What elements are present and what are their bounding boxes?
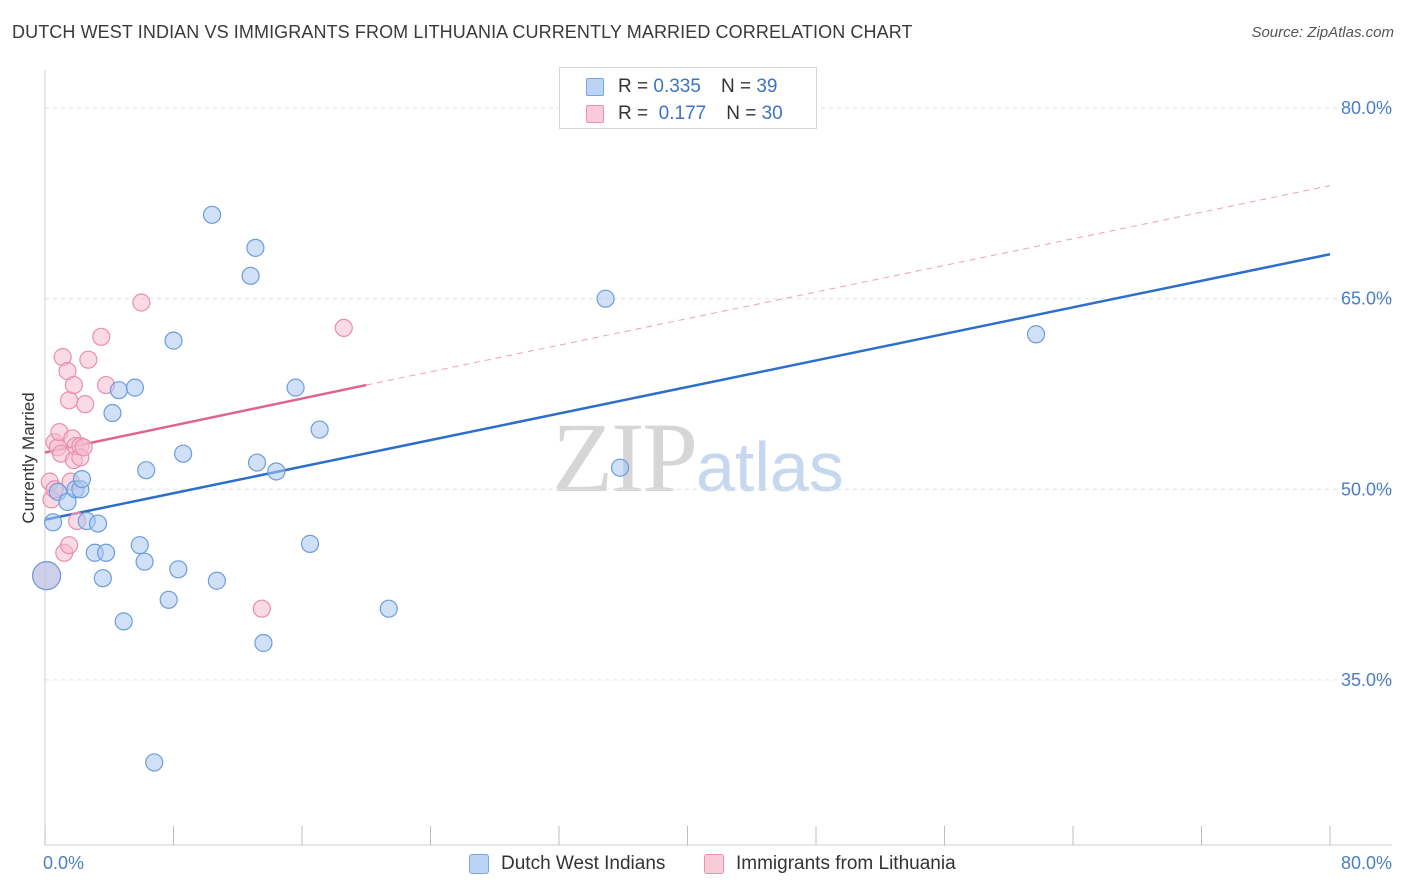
chart-title: DUTCH WEST INDIAN VS IMMIGRANTS FROM LIT…: [12, 22, 913, 42]
point-lithuania: [76, 395, 95, 414]
point-dutch-west-indians: [596, 289, 615, 308]
y-tick-label: 35.0%: [1341, 670, 1392, 690]
legend-n-label: N =: [720, 76, 752, 97]
legend-swatch-pink: [586, 105, 604, 123]
point-dutch-west-indians: [174, 444, 193, 463]
point-dutch-west-indians: [159, 590, 178, 609]
grid-lines: [45, 107, 1392, 681]
watermark-zip: ZIP: [552, 402, 698, 513]
point-dutch-west-indians: [72, 469, 92, 489]
y-axis-label: Currently Married: [19, 392, 38, 523]
point-dutch-west-indians: [103, 403, 122, 423]
legend-swatch-blue: [586, 78, 604, 96]
point-dutch-west-indians: [93, 569, 112, 588]
points-dutch-west-indians: [32, 205, 1046, 772]
point-lithuania: [132, 293, 151, 312]
point-dutch-west-indians: [125, 378, 145, 397]
watermark-atlas: atlas: [696, 428, 844, 506]
point-lithuania: [79, 350, 98, 369]
legend-n-value: 30: [761, 103, 783, 124]
point-dutch-west-indians: [164, 331, 183, 350]
points-lithuania: [32, 293, 353, 618]
y-tick-label: 50.0%: [1341, 479, 1392, 499]
bottom-legend-swatch-blue: [469, 854, 489, 874]
y-tick-label: 65.0%: [1341, 289, 1392, 309]
point-dutch-west-indians: [43, 513, 63, 532]
legend-n-label: N =: [726, 103, 757, 124]
point-lithuania: [74, 438, 93, 457]
legend-r-label: R =: [618, 103, 649, 124]
bottom-legend-lithuania: Immigrants from Lithuania: [704, 851, 956, 877]
point-dutch-west-indians: [379, 599, 398, 618]
point-dutch-west-indians: [96, 543, 116, 562]
point-dutch-west-indians: [169, 560, 188, 579]
point-dutch-west-indians: [254, 633, 273, 653]
point-dutch-west-indians: [267, 462, 286, 481]
legend-r-value: 0.335: [653, 76, 701, 97]
legend-row-lithuania: R = 0.177 N = 30: [586, 102, 783, 126]
bottom-legend-dutch-west-indians: Dutch West Indians: [469, 851, 665, 877]
point-lithuania: [59, 391, 79, 410]
point-dutch-west-indians: [310, 420, 329, 439]
point-lithuania: [334, 318, 353, 338]
trend-lines: [44, 185, 1331, 521]
trend-line-dutch-west-indians: [44, 252, 1331, 521]
point-dutch-west-indians: [114, 612, 133, 631]
axes: [44, 70, 1392, 846]
point-dutch-west-indians: [88, 514, 108, 533]
point-dutch-west-indians: [300, 534, 320, 553]
point-dutch-west-indians: [610, 458, 630, 477]
bottom-legend-label: Dutch West Indians: [501, 853, 666, 874]
point-lithuania: [92, 327, 111, 346]
source-label: Source: ZipAtlas.com: [1251, 24, 1394, 41]
bottom-legend-label: Immigrants from Lithuania: [736, 853, 956, 874]
y-tick-label: 80.0%: [1341, 98, 1392, 118]
legend-n-value: 39: [756, 76, 778, 97]
tick-labels: 35.0% 50.0% 65.0% 80.0% 0.0% 80.0%: [43, 98, 1392, 873]
point-dutch-west-indians: [246, 238, 265, 257]
point-dutch-west-indians: [247, 453, 267, 472]
point-lithuania: [64, 375, 84, 395]
point-dutch-west-indians: [1026, 325, 1046, 344]
legend-r-value: 0.177: [658, 103, 707, 124]
point-dutch-west-indians: [130, 536, 149, 555]
bottom-legend-swatch-pink: [704, 854, 724, 874]
x-tick-label: 80.0%: [1341, 853, 1392, 873]
point-dutch-west-indians: [286, 378, 305, 397]
stats-legend: R = 0.335 N = 39 R = 0.177 N = 30: [559, 67, 817, 129]
point-dutch-west-indians: [109, 381, 128, 400]
point-lithuania: [59, 536, 79, 555]
legend-r-label: R =: [618, 76, 649, 97]
zipatlas-watermark: ZIPatlas: [552, 400, 844, 515]
point-dutch-west-indians: [32, 561, 62, 591]
trend-line-lithuania: [44, 383, 367, 454]
x-tick-label: 0.0%: [43, 853, 84, 873]
point-dutch-west-indians: [137, 461, 156, 480]
point-lithuania: [252, 599, 271, 618]
point-dutch-west-indians: [207, 571, 226, 590]
point-dutch-west-indians: [202, 205, 222, 224]
point-dutch-west-indians: [241, 266, 260, 285]
point-dutch-west-indians: [145, 753, 164, 772]
point-dutch-west-indians: [135, 552, 154, 571]
legend-row-dutch-west-indians: R = 0.335 N = 39: [586, 75, 777, 99]
